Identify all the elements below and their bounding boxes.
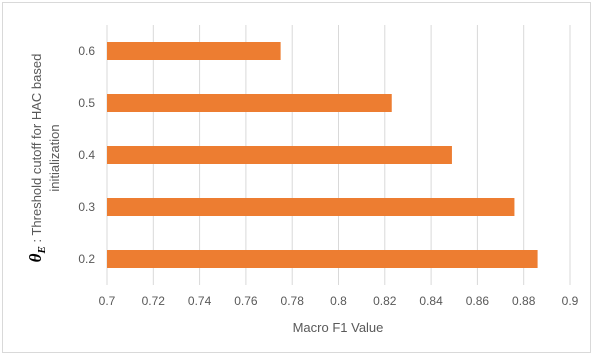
x-tick-label: 0.82 — [373, 294, 397, 308]
x-axis-title: Macro F1 Value — [293, 320, 384, 335]
x-tick-label: 0.86 — [466, 294, 490, 308]
x-tick-label: 0.7 — [99, 294, 116, 308]
y-tick-label: 0.4 — [78, 148, 95, 162]
svg-text:θE : Threshold cutoff for HAC: θE : Threshold cutoff for HAC based — [26, 54, 48, 263]
y-axis-title-line2: initialization — [47, 124, 62, 191]
x-tick-label: 0.78 — [281, 294, 305, 308]
y-axis-title-line1: : Threshold cutoff for HAC based — [29, 54, 44, 246]
bar-0.5 — [107, 94, 392, 112]
y-tick-label: 0.2 — [78, 252, 95, 266]
x-tick-label: 0.88 — [512, 294, 536, 308]
gridlines — [106, 25, 571, 285]
bar-0.3 — [107, 198, 515, 216]
y-tick-label: 0.6 — [78, 44, 95, 58]
y-axis-title: θE : Threshold cutoff for HAC based init… — [26, 54, 62, 263]
x-tick-label: 0.9 — [562, 294, 579, 308]
y-tick-label: 0.3 — [78, 200, 95, 214]
bar-0.2 — [107, 250, 538, 268]
x-tick-label: 0.72 — [142, 294, 166, 308]
x-tick-label: 0.74 — [188, 294, 212, 308]
x-tick-label: 0.8 — [330, 294, 347, 308]
x-tick-label: 0.84 — [419, 294, 443, 308]
bars — [107, 42, 538, 268]
y-tick-label: 0.5 — [78, 96, 95, 110]
chart-frame — [2, 2, 591, 353]
y-axis-title-subscript: E — [36, 246, 48, 254]
x-tick-label: 0.76 — [234, 294, 258, 308]
bar-0.4 — [107, 146, 452, 164]
x-tick-labels: 0.7 0.72 0.74 0.76 0.78 0.8 0.82 0.84 0.86 0.88 0.… — [99, 294, 579, 308]
y-axis-title-symbol: θ — [26, 253, 45, 262]
bar-0.6 — [107, 42, 281, 60]
y-tick-labels: 0.2 0.3 0.4 0.5 0.6 — [78, 44, 95, 266]
